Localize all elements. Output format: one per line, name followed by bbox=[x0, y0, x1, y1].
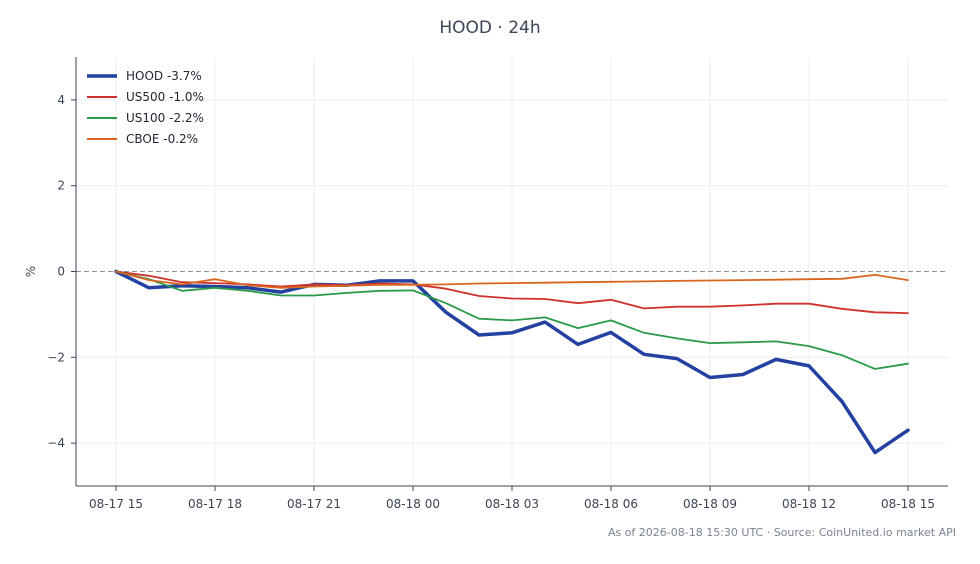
series-lines bbox=[114, 269, 910, 455]
legend-label: HOOD -3.7% bbox=[126, 69, 202, 83]
x-tick-label: 08-17 21 bbox=[287, 497, 341, 511]
y-axis-ticks: 4 2 0 −2 −4 bbox=[47, 93, 76, 450]
y-tick-label: −4 bbox=[47, 436, 65, 450]
chart-title: HOOD · 24h bbox=[439, 18, 541, 38]
y-tick-label: 2 bbox=[57, 179, 65, 193]
legend: HOOD -3.7% US500 -1.0% US100 -2.2% CBOE -0.… bbox=[87, 69, 204, 146]
series-line-0 bbox=[114, 269, 910, 455]
y-tick-label: −2 bbox=[47, 350, 65, 364]
y-tick-label: 0 bbox=[57, 265, 65, 279]
x-tick-label: 08-17 15 bbox=[89, 497, 143, 511]
x-tick-label: 08-18 12 bbox=[782, 497, 836, 511]
series-line-2 bbox=[115, 270, 909, 370]
x-tick-label: 08-18 15 bbox=[881, 497, 935, 511]
x-tick-label: 08-18 00 bbox=[386, 497, 440, 511]
x-tick-label: 08-17 18 bbox=[188, 497, 242, 511]
x-tick-label: 08-18 06 bbox=[584, 497, 638, 511]
source-footnote: As of 2026-08-18 15:30 UTC · Source: Coi… bbox=[607, 526, 956, 539]
x-axis-ticks: 08-17 15 08-17 18 08-17 21 08-18 00 08-18 03… bbox=[89, 486, 935, 511]
legend-label: US500 -1.0% bbox=[126, 90, 204, 104]
legend-label: CBOE -0.2% bbox=[126, 132, 198, 146]
series-line-3 bbox=[115, 270, 909, 289]
y-axis-label: % bbox=[24, 266, 38, 277]
legend-label: US100 -2.2% bbox=[126, 111, 204, 125]
x-tick-label: 08-18 09 bbox=[683, 497, 737, 511]
x-tick-label: 08-18 03 bbox=[485, 497, 539, 511]
y-tick-label: 4 bbox=[57, 93, 65, 107]
